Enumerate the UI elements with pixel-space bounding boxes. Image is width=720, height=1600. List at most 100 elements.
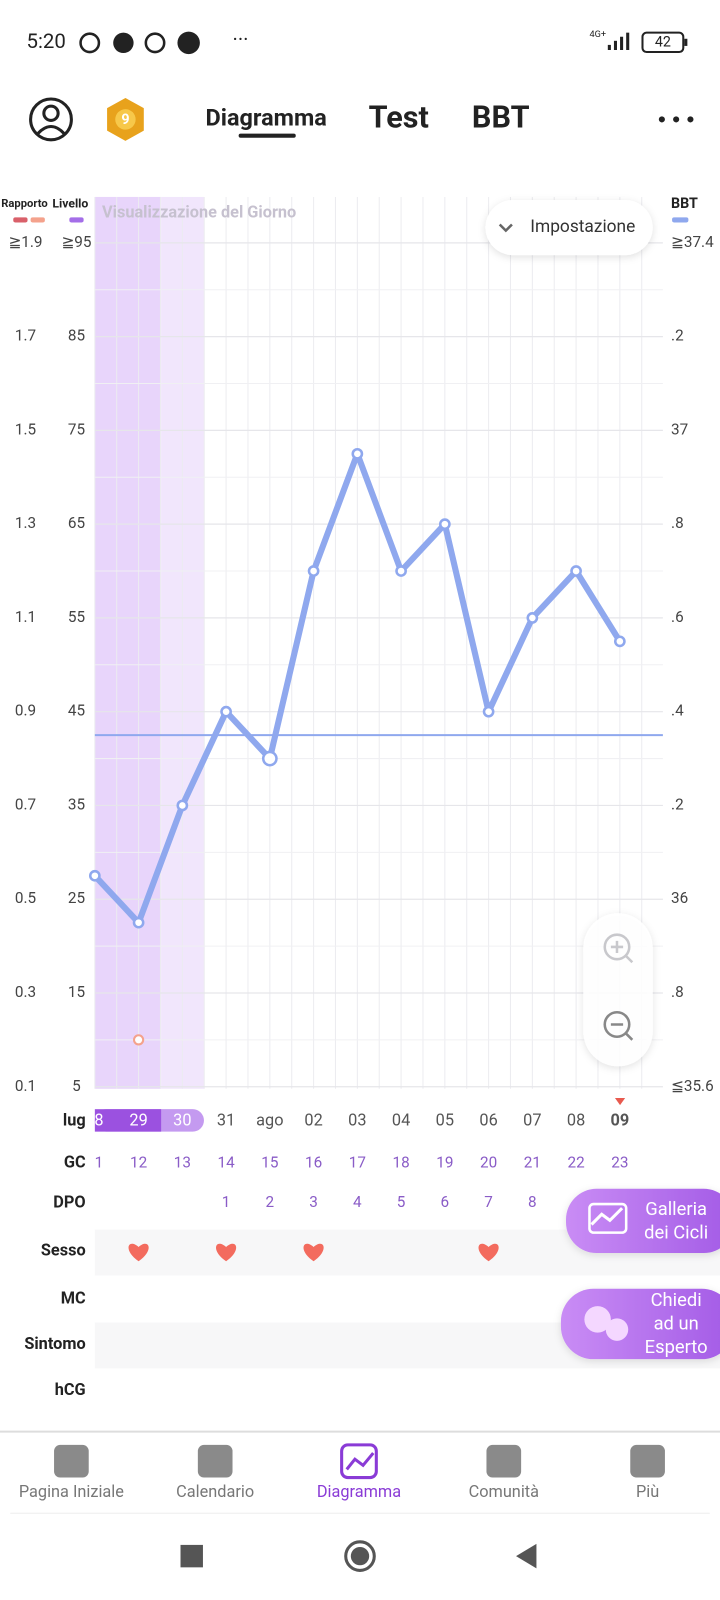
button-label[interactable]: Esperto [645,1337,708,1358]
tab[interactable]: Diagramma [206,104,327,132]
bbt-point [351,447,364,460]
y-tick-label: .2 [671,795,684,813]
nav-icon[interactable] [54,1444,89,1478]
period-band [94,196,162,1089]
y-tick-label: ≦35.6 [671,1077,714,1095]
legend: BBT [30,196,698,223]
x-tick-label: 09 [610,1111,629,1130]
y-tick-label: .4 [671,702,684,720]
nav-icon[interactable] [630,1444,665,1478]
nav-icon-line [345,1452,375,1471]
tab-underline [238,133,296,138]
gallery-icon [590,1207,624,1226]
network: 4G+ [589,29,606,40]
nav-label[interactable]: Pagina Iniziale [19,1482,124,1501]
button-label[interactable]: ad un [654,1313,699,1334]
battery-level: 42 [655,35,671,51]
row-label: DPO [53,1192,85,1211]
axis-label: Livello [52,196,88,210]
y-tick-label: 37 [671,420,688,438]
status-more: ··· [233,27,249,51]
x-tick-label: 04 [392,1111,410,1130]
bottom-nav: Pagina Iniziale Calendario Diagramma Comuni… [19,1443,665,1501]
zoom-in[interactable] [603,933,634,964]
y-tick-label: 25 [68,889,85,907]
rapporto-point [132,1034,145,1046]
nav-icon[interactable] [197,1444,233,1478]
y-tick-label: 0.1 [15,1077,36,1095]
bbt-point [132,916,145,929]
y-tick-label: ≧95 [61,233,91,251]
bbt-point [220,705,232,718]
row-value: 8 [528,1193,537,1211]
row-value: 2 [266,1193,275,1211]
grid [94,196,663,1089]
y-tick-label: 0.7 [15,795,36,813]
nav-icon[interactable] [340,1443,378,1480]
status-icons [79,31,200,55]
bbt-point [438,518,451,531]
nav-label[interactable]: Diagramma [317,1482,401,1501]
legend-label: BBT [671,196,698,212]
x-tick-label: 29 [129,1111,147,1130]
legend-swatch [672,217,689,223]
heart [303,1243,324,1262]
row-value: 3 [309,1193,318,1211]
nav-icon[interactable] [486,1444,522,1478]
nav-label[interactable]: Calendario [176,1482,254,1501]
y-tick-label: 0.5 [15,889,36,907]
settings-button[interactable] [485,200,653,256]
zoom-out[interactable] [603,1010,634,1041]
expert-button[interactable] [560,1288,720,1360]
y-tick-label: 35 [68,795,85,813]
battery-tip [684,38,688,46]
x-tick-label: 02 [304,1111,322,1130]
nav-label[interactable]: Comunità [469,1482,539,1501]
row-label: Sintomo [24,1334,85,1353]
button-label[interactable]: Galleria [645,1199,707,1220]
system-recents[interactable] [180,1544,203,1568]
system-home-core [350,1546,370,1566]
row-value: 4 [353,1193,362,1211]
expert-icon [584,1306,629,1341]
tab[interactable]: BBT [472,100,530,135]
profile-icon[interactable] [29,97,73,142]
row-value: 14 [217,1153,235,1171]
y-tick-label: 75 [68,420,85,438]
y-tick-label: 5 [72,1077,81,1095]
x-tick-label: 06 [479,1111,497,1130]
nav-label[interactable]: Più [636,1482,659,1501]
bbt-point [261,750,278,767]
x-tick-label: 08 [567,1111,585,1130]
y-tick-label: 85 [68,327,85,345]
x-tick-label: 05 [436,1111,454,1130]
row-value: 16 [305,1153,322,1171]
heart [478,1243,499,1262]
settings-label[interactable]: Impostazione [530,217,635,237]
row-value: 5 [397,1193,406,1211]
bbt-point [482,705,495,718]
system-home[interactable] [344,1540,376,1572]
y-tick-label: .6 [671,608,684,626]
row-value: 15 [261,1153,278,1171]
row-value: 23 [611,1153,628,1171]
row-value: 20 [480,1153,497,1171]
badge-number: 9 [121,112,129,128]
y-tick-label: 0.9 [15,702,36,720]
y-tick-label: 45 [68,702,85,720]
more-menu[interactable] [658,116,694,123]
system-back[interactable] [516,1543,537,1569]
row-value: 1 [222,1193,231,1211]
y-tick-label: .2 [671,327,684,345]
bbt-point [570,565,582,577]
row-label: MC [61,1288,86,1307]
row-value: 22 [568,1153,586,1171]
tab[interactable]: Test [369,100,429,135]
button-label[interactable]: dei Cicli [644,1223,708,1244]
button-label[interactable]: Chiedi [651,1290,702,1311]
x-tick-label: 07 [523,1111,541,1130]
y-tick-label: 0.3 [15,983,36,1001]
y-tick-label: 1.7 [15,327,36,345]
